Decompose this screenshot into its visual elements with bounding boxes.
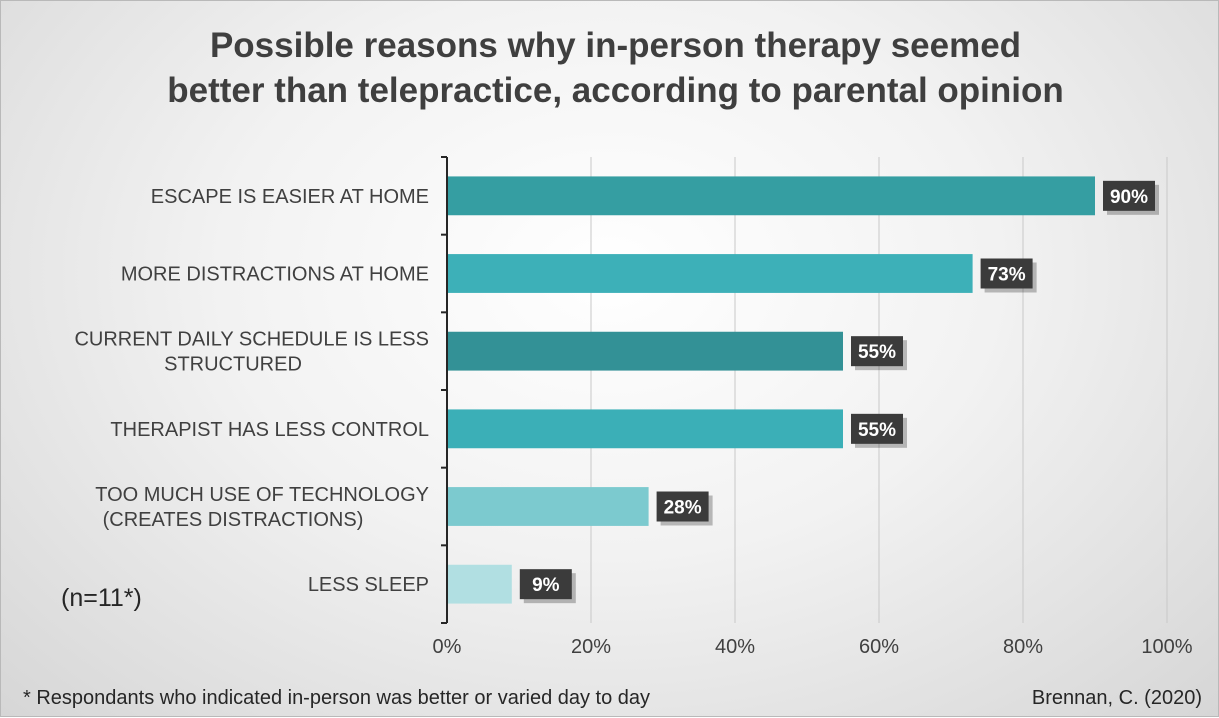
source-citation: Brennan, C. (2020) (1031, 687, 1202, 709)
data-label-3: 55% (858, 420, 896, 441)
data-label-box-2 (851, 336, 903, 367)
category-label-5-line-0: LESS SLEEP (308, 574, 429, 596)
data-label-box-1 (980, 258, 1033, 289)
x-tick-label-4: 80% (1003, 636, 1043, 658)
x-tick-label-1: 20% (571, 636, 611, 658)
bar-1 (448, 254, 973, 293)
data-label-box-5 (519, 569, 572, 600)
category-label-2-line-0: CURRENT DAILY SCHEDULE IS LESS (74, 329, 429, 351)
data-label-5: 9% (532, 575, 560, 596)
bars (448, 176, 1095, 604)
data-label-2: 55% (858, 342, 896, 363)
category-labels: ESCAPE IS EASIER AT HOME MORE DISTRACTION… (74, 186, 429, 596)
bar-0 (448, 176, 1095, 216)
data-label-4: 28% (664, 498, 702, 519)
bar-3 (448, 409, 843, 449)
y-axis (441, 156, 448, 624)
data-labels: 90% 73% 55% 55% 28% 9% (519, 180, 1159, 604)
bar-5 (448, 564, 512, 604)
category-label-0-line-0: ESCAPE IS EASIER AT HOME (151, 186, 429, 208)
x-tick-label-2: 40% (715, 636, 755, 658)
category-label-2-line-1: STRUCTURED (164, 354, 302, 376)
chart-title: Possible reasons why in-person therapy s… (1, 23, 1219, 113)
data-label-box-4 (656, 491, 709, 522)
data-label-1: 73% (988, 265, 1026, 286)
chart-title-line-2: better than telepractice, according to p… (167, 71, 1064, 110)
footnote: * Respondants who indicated in-person wa… (23, 687, 651, 709)
category-label-3-line-0: THERAPIST HAS LESS CONTROL (110, 419, 429, 441)
gridlines (590, 157, 1168, 623)
category-label-1-line-0: MORE DISTRACTIONS AT HOME (121, 264, 429, 286)
x-tick-label-0: 0% (433, 636, 462, 658)
x-tick-label-3: 60% (859, 636, 899, 658)
x-tick-label-5: 100% (1141, 636, 1192, 658)
x-tick-labels: 0% 20% 40% 60% 80% 100% (433, 636, 1193, 658)
category-label-4-line-1: (CREATES DISTRACTIONS) (103, 509, 364, 531)
category-label-4-line-0: TOO MUCH USE OF TECHNOLOGY (95, 484, 429, 506)
bar-4 (448, 487, 649, 526)
data-label-box-3 (851, 413, 903, 444)
data-label-0: 90% (1110, 187, 1148, 208)
bar-2 (448, 331, 843, 371)
sample-size-note: (n=11*) (61, 584, 142, 612)
data-label-box-0 (1103, 180, 1155, 211)
chart-title-line-1: Possible reasons why in-person therapy s… (209, 26, 1022, 65)
